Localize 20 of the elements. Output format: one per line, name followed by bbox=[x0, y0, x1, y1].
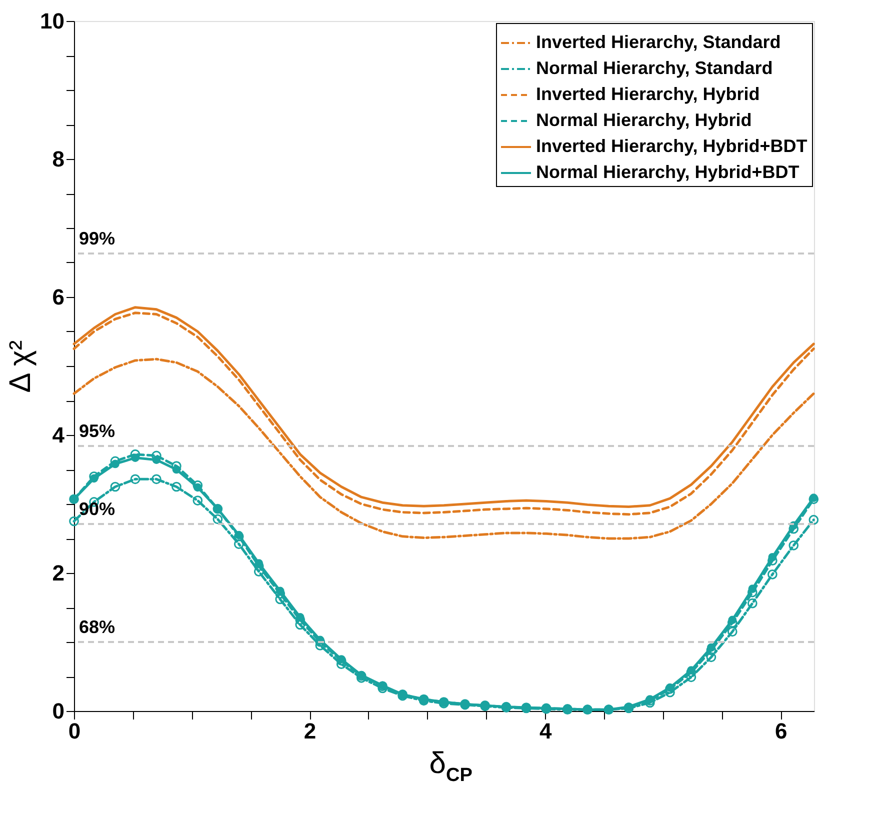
x-tick-label: 4 bbox=[539, 718, 552, 744]
x-tick-label: 2 bbox=[304, 718, 316, 744]
x-tick-label: 0 bbox=[68, 718, 81, 744]
annotation: 95% bbox=[79, 421, 116, 442]
annotation: 68% bbox=[79, 617, 116, 637]
y-axis-title: Δ χ² bbox=[4, 340, 38, 393]
y-tick-label: 8 bbox=[52, 146, 64, 172]
legend-label: Inverted Hierarchy, Hybrid+BDT bbox=[536, 136, 808, 156]
y-tick-label: 10 bbox=[40, 8, 64, 34]
legend-label: Normal Hierarchy, Hybrid+BDT bbox=[536, 162, 800, 182]
y-tick-label: 4 bbox=[52, 422, 66, 448]
y-tick-label: 0 bbox=[52, 698, 64, 724]
legend-label: Normal Hierarchy, Hybrid bbox=[536, 110, 752, 130]
x-tick-label: 6 bbox=[775, 718, 788, 744]
annotation: 99% bbox=[79, 228, 116, 249]
y-tick-label: 2 bbox=[52, 560, 64, 586]
legend-label: Inverted Hierarchy, Standard bbox=[536, 32, 781, 52]
y-tick-label: 6 bbox=[52, 284, 64, 310]
legend-label: Inverted Hierarchy, Hybrid bbox=[536, 84, 760, 104]
legend-label: Normal Hierarchy, Standard bbox=[536, 58, 773, 78]
